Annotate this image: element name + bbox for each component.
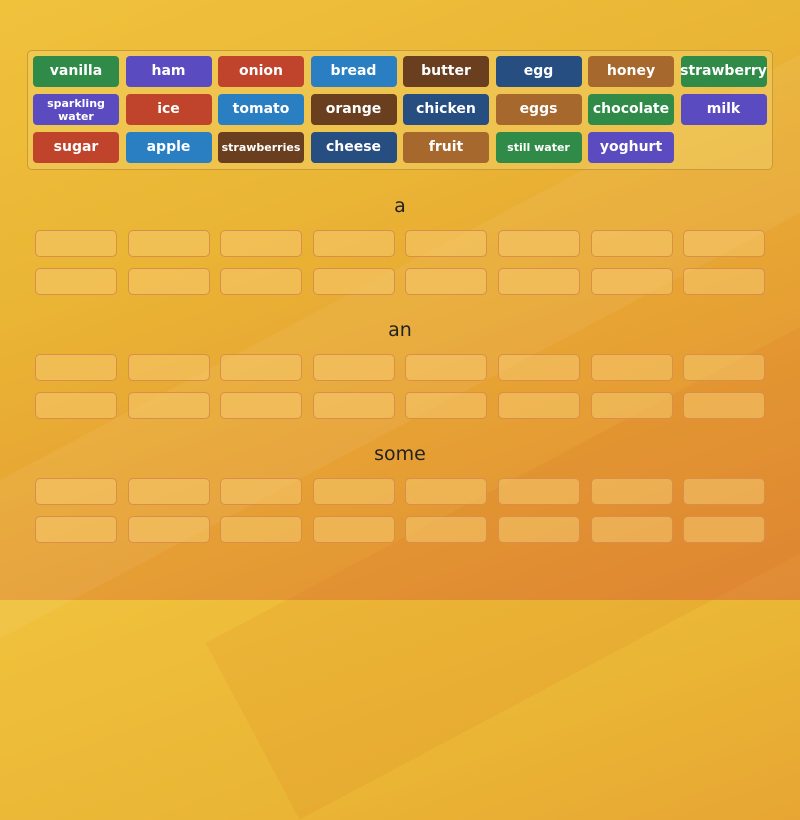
drop-slot[interactable] (498, 354, 580, 381)
drop-slot[interactable] (683, 392, 766, 419)
group-heading: an (388, 319, 412, 341)
drop-slot[interactable] (127, 268, 210, 295)
drop-slot[interactable] (405, 268, 488, 295)
word-tile[interactable]: yoghurt (588, 132, 674, 163)
word-tile[interactable]: orange (310, 94, 397, 125)
drop-slot[interactable] (683, 354, 766, 381)
drop-slot[interactable] (35, 354, 117, 381)
word-tile[interactable]: egg (495, 56, 582, 87)
drop-slot[interactable] (590, 478, 673, 505)
word-tile[interactable]: eggs (495, 94, 582, 125)
drop-slot[interactable] (683, 230, 766, 257)
drop-slot[interactable] (405, 392, 488, 419)
drop-slot[interactable] (405, 354, 488, 381)
drop-slot[interactable] (127, 478, 210, 505)
drop-slot[interactable] (498, 478, 580, 505)
drop-slot[interactable] (590, 230, 673, 257)
word-tile[interactable]: bread (310, 56, 397, 87)
drop-slot[interactable] (127, 392, 210, 419)
drop-slot[interactable] (220, 516, 303, 543)
word-tile[interactable]: honey (588, 56, 674, 87)
drop-slot[interactable] (35, 268, 117, 295)
word-tile[interactable]: milk (680, 94, 767, 125)
drop-slot[interactable] (35, 392, 117, 419)
word-tile[interactable]: butter (403, 56, 489, 87)
group-heading: a (394, 195, 406, 217)
drop-slot[interactable] (590, 516, 673, 543)
drop-slot[interactable] (498, 230, 580, 257)
drop-slot[interactable] (312, 392, 395, 419)
drop-slot[interactable] (35, 516, 117, 543)
drop-slot[interactable] (498, 268, 580, 295)
drop-slot[interactable] (220, 392, 303, 419)
word-tile[interactable]: tomato (218, 94, 304, 125)
drop-slot[interactable] (312, 478, 395, 505)
drop-slot[interactable] (220, 268, 303, 295)
drop-slot[interactable] (498, 392, 580, 419)
drop-slot[interactable] (405, 478, 488, 505)
drop-slot[interactable] (590, 354, 673, 381)
drop-slot[interactable] (312, 516, 395, 543)
word-tile[interactable]: strawberries (218, 132, 304, 163)
drop-slot[interactable] (590, 392, 673, 419)
word-tile[interactable]: chicken (403, 94, 489, 125)
drop-slot[interactable] (312, 230, 395, 257)
word-tile[interactable]: fruit (403, 132, 489, 163)
word-tile[interactable]: cheese (310, 132, 397, 163)
word-tile[interactable]: onion (218, 56, 304, 87)
drop-slot[interactable] (683, 478, 766, 505)
group-heading: some (374, 443, 426, 465)
drop-slot[interactable] (220, 230, 303, 257)
drop-slot[interactable] (35, 478, 117, 505)
drop-slot[interactable] (220, 354, 303, 381)
drop-slot[interactable] (312, 354, 395, 381)
word-tile[interactable]: strawberry (680, 56, 767, 87)
drop-slot[interactable] (498, 516, 580, 543)
drop-slot[interactable] (127, 354, 210, 381)
word-tile[interactable]: still water (495, 132, 582, 163)
drop-slot[interactable] (590, 268, 673, 295)
word-tile[interactable]: sparkling water (33, 94, 119, 125)
drop-slot[interactable] (405, 230, 488, 257)
word-tile[interactable]: vanilla (33, 56, 119, 87)
drop-slot[interactable] (127, 516, 210, 543)
word-tile[interactable]: ham (125, 56, 212, 87)
drop-slot[interactable] (405, 516, 488, 543)
drop-slot[interactable] (312, 268, 395, 295)
drop-slot[interactable] (683, 268, 766, 295)
drop-slot[interactable] (127, 230, 210, 257)
word-tile[interactable]: apple (125, 132, 212, 163)
word-tile[interactable]: sugar (33, 132, 119, 163)
drop-slot[interactable] (683, 516, 766, 543)
word-tile[interactable]: chocolate (588, 94, 674, 125)
drop-slot[interactable] (220, 478, 303, 505)
word-tile[interactable]: ice (125, 94, 212, 125)
drop-slot[interactable] (35, 230, 117, 257)
